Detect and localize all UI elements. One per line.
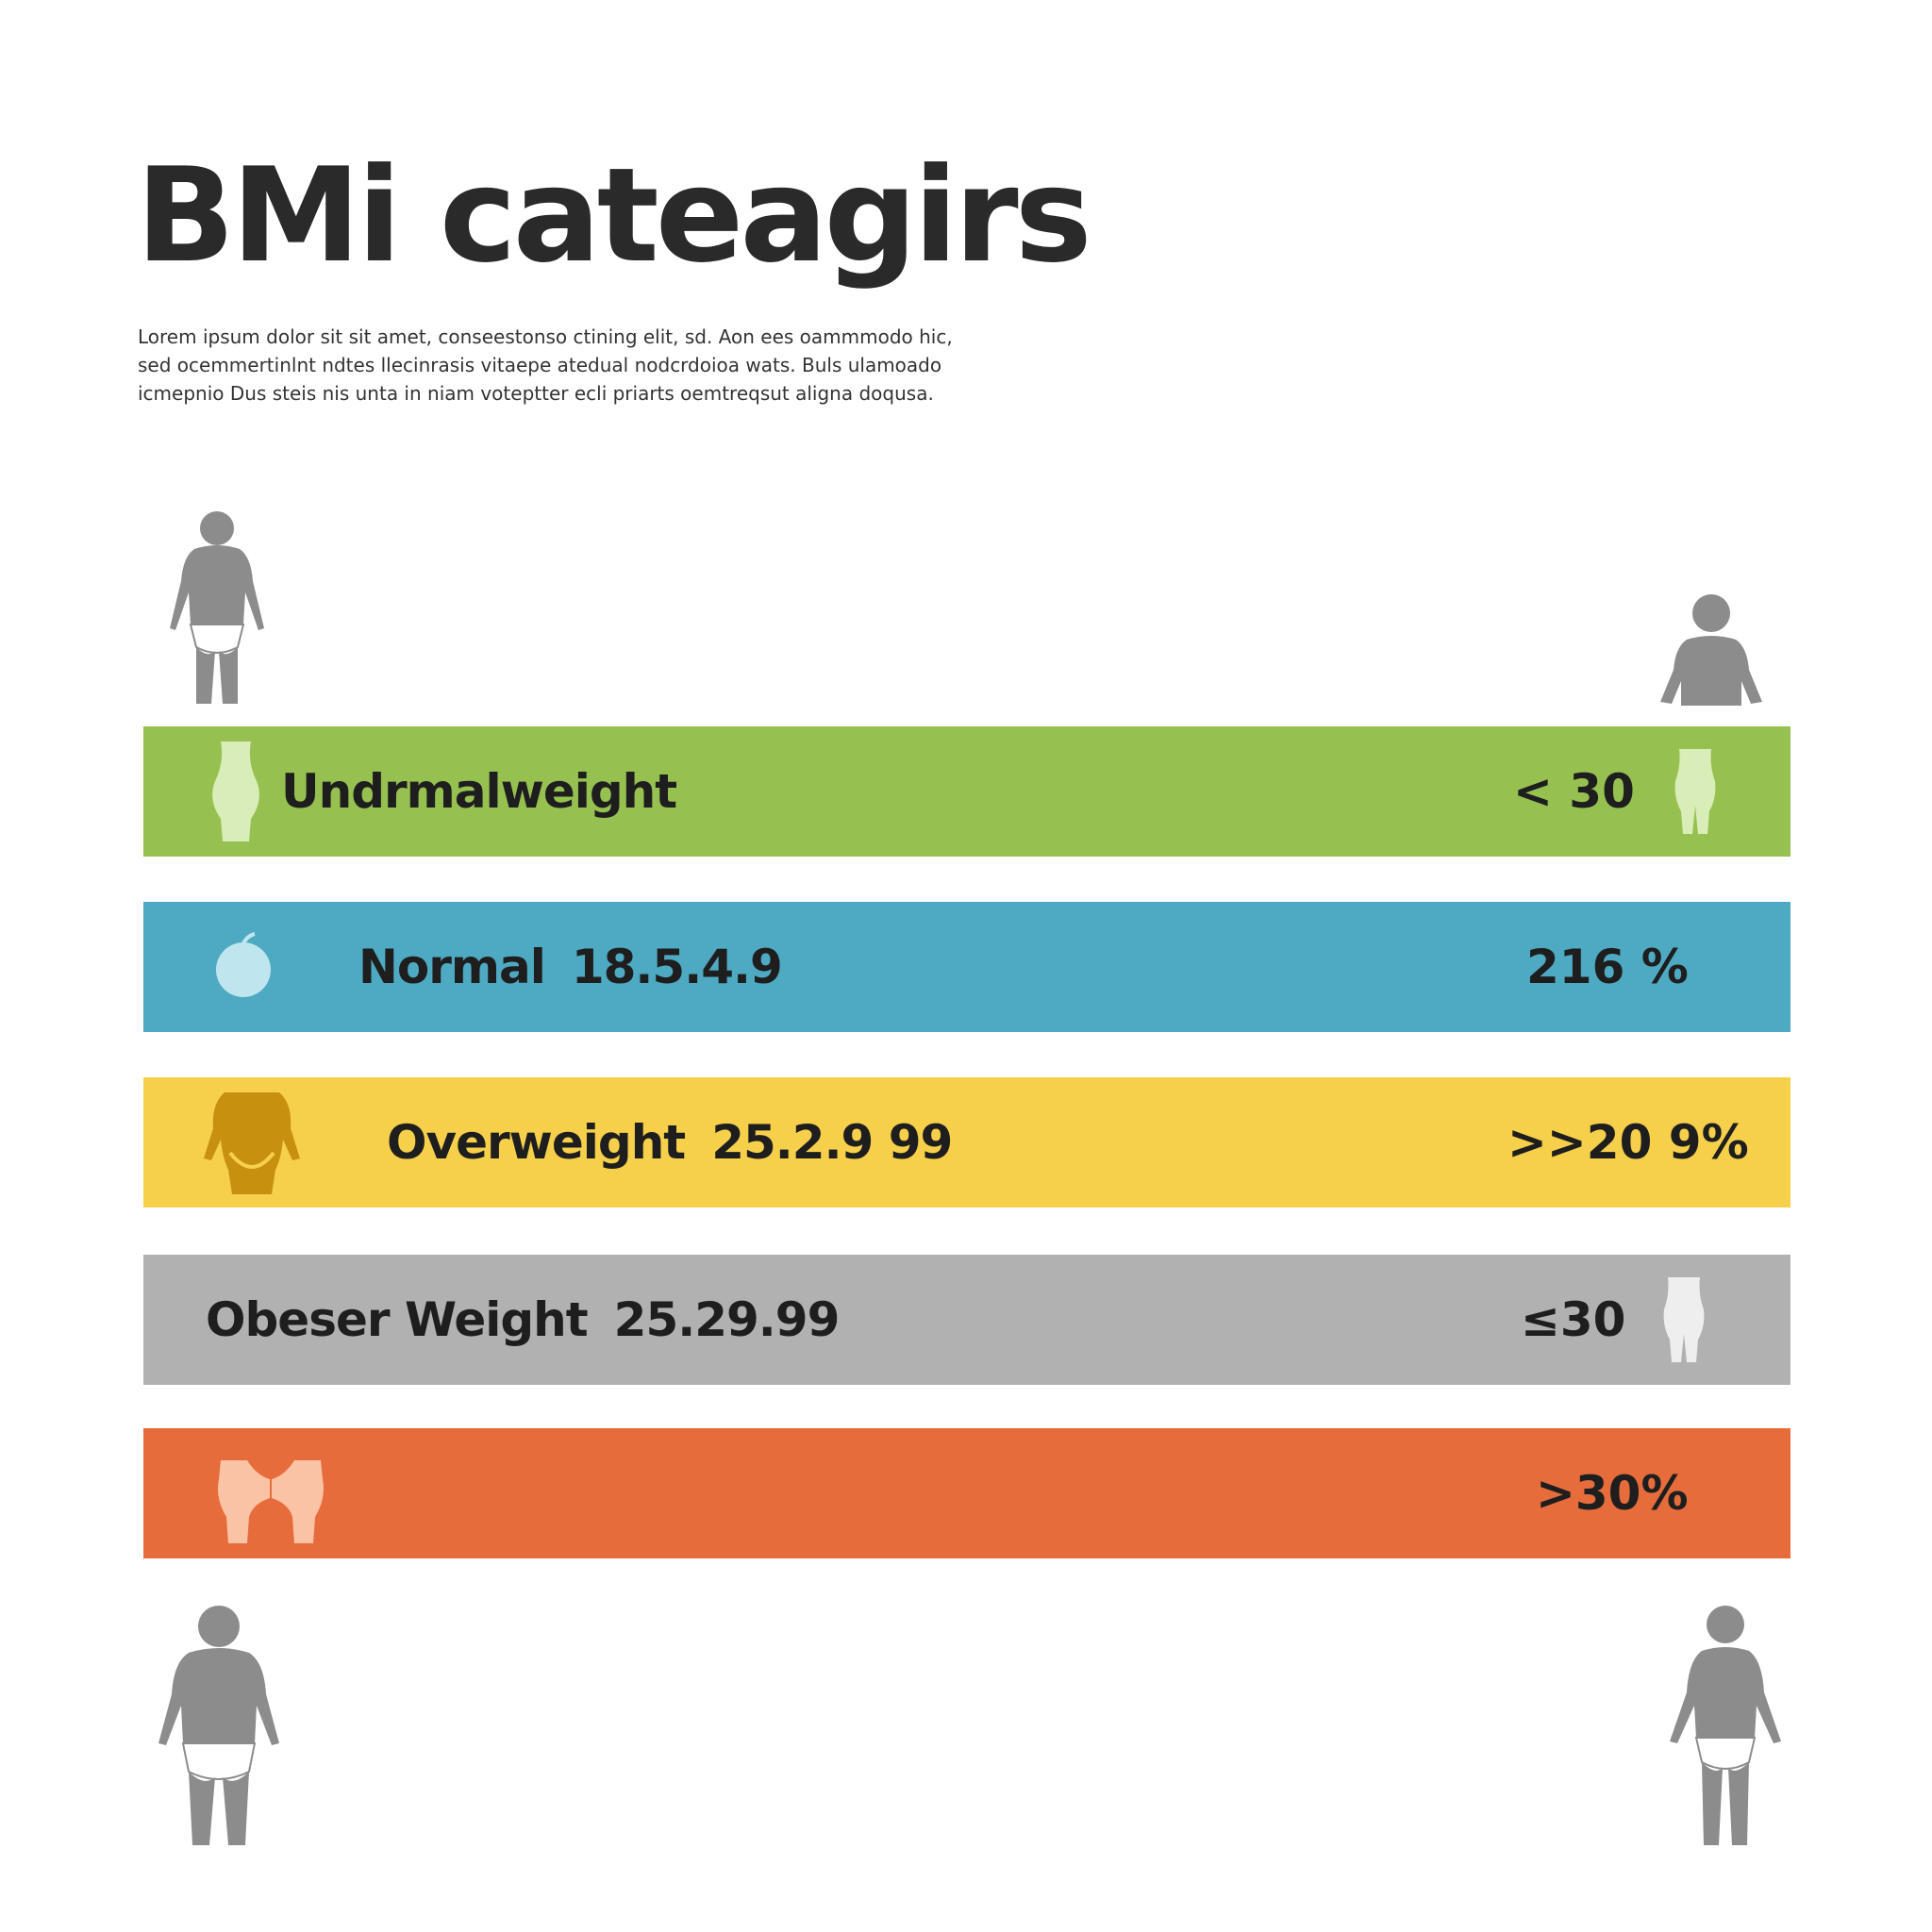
band-underweight: Undrmalweight < 30 xyxy=(143,726,1790,857)
person-silhouette-icon xyxy=(1664,1602,1787,1849)
torso-icon xyxy=(209,740,262,843)
band-label-text: Obeser Weight xyxy=(206,1292,589,1347)
band-value: >30% xyxy=(1536,1466,1689,1521)
band-overweight: Overweight 25.2.9 99 >>20 9% xyxy=(143,1077,1790,1208)
hips-icon xyxy=(1674,747,1717,836)
band-range: 25.29.99 xyxy=(613,1292,841,1347)
band-value: ≤30 xyxy=(1521,1292,1626,1347)
band-value: 216 % xyxy=(1526,940,1689,994)
band-label xyxy=(360,1428,387,1558)
page-title: BMi cateagirs xyxy=(136,140,1092,291)
band-value: >>20 9% xyxy=(1507,1115,1749,1170)
band-label: Overweight 25.2.9 99 xyxy=(387,1077,953,1208)
page-description: Lorem ipsum dolor sit sit amet, conseest… xyxy=(138,325,953,405)
apple-icon xyxy=(215,915,272,1019)
band-value: < 30 xyxy=(1513,764,1635,819)
hips-pair-icon xyxy=(215,1441,326,1545)
band-normal: Normal 18.5.4.9 216 % xyxy=(143,902,1790,1032)
person-bust-icon xyxy=(1657,591,1766,706)
person-silhouette-icon xyxy=(155,1602,283,1849)
band-label-text: Overweight xyxy=(387,1115,686,1170)
band-obese: Obeser Weight 25.29.99 ≤30 xyxy=(143,1255,1790,1385)
band-label: Undrmalweight xyxy=(281,726,703,857)
hips-icon xyxy=(1662,1275,1706,1364)
band-label: Normal 18.5.4.9 xyxy=(358,902,783,1032)
band-range: 18.5.4.9 xyxy=(571,940,783,994)
band-label: Obeser Weight 25.29.99 xyxy=(206,1255,841,1385)
band-range: 25.2.9 99 xyxy=(711,1115,953,1170)
torso-icon xyxy=(202,1091,302,1194)
band-label-text: Normal xyxy=(358,940,546,994)
band-label-text: Undrmalweight xyxy=(281,764,677,819)
band-obese-high: >30% xyxy=(143,1428,1790,1558)
person-silhouette-icon xyxy=(160,508,274,706)
